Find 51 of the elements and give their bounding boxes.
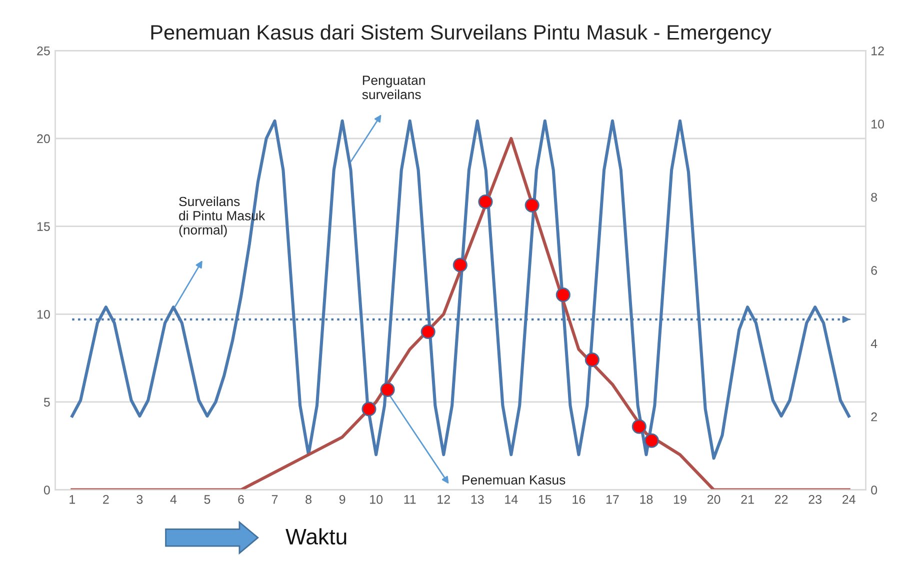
point <box>556 288 570 302</box>
annotation: Penguatan surveilans <box>362 76 425 100</box>
x-tick-label: 11 <box>404 495 416 504</box>
x-tick-label: 24 <box>842 495 856 504</box>
x-tick-label: 1 <box>70 495 76 504</box>
x-tick-label: 16 <box>572 495 586 504</box>
point <box>524 198 540 213</box>
x-tick-label: 2 <box>103 495 109 504</box>
y2-tick-label: 8 <box>871 192 878 202</box>
y2-tick-label: 6 <box>871 266 878 275</box>
x-tick-label: 7 <box>272 495 278 504</box>
x-tick-label: 17 <box>606 495 619 504</box>
point <box>632 419 646 434</box>
x-tick-label: 22 <box>774 495 788 504</box>
y2-tick-label: 4 <box>870 339 878 348</box>
x-tick-label: 5 <box>204 495 210 504</box>
y2-tick-label: 0 <box>871 486 878 494</box>
x-tick-label: 18 <box>640 495 653 504</box>
point <box>584 352 600 368</box>
x-tick-label: 6 <box>238 495 244 504</box>
x-tick-label: 15 <box>538 495 552 504</box>
x-tick-label: 23 <box>808 495 822 504</box>
y-tick-label: 0 <box>44 486 50 494</box>
x-tick-label: 13 <box>471 495 484 504</box>
y2-tick-label: 2 <box>871 412 877 422</box>
x-tick-label: 10 <box>370 495 383 504</box>
point <box>452 258 468 272</box>
x-tick-label: 14 <box>505 495 518 504</box>
point <box>420 324 436 340</box>
y-tick-label: 5 <box>44 398 50 407</box>
x-tick-label: 9 <box>339 495 346 504</box>
y-tick-label: 15 <box>37 222 50 231</box>
x-tick-label: 3 <box>136 495 143 504</box>
y-tick-label: 25 <box>37 46 50 56</box>
x-axis-title: Waktu <box>286 528 346 545</box>
chart-title: Penemuan Kasus dari Sistem Surveilans Pintu Masuk - Emergency <box>151 24 772 44</box>
x-tick-label: 21 <box>741 495 754 504</box>
point <box>478 194 493 210</box>
x-tick-label: 12 <box>438 495 450 504</box>
point <box>380 382 395 397</box>
x-tick-label: 8 <box>306 495 312 504</box>
point <box>644 433 659 448</box>
x-tick-label: 19 <box>674 495 686 504</box>
x-tick-label: 4 <box>170 495 177 504</box>
y2-tick-label: 12 <box>872 46 884 56</box>
y-tick-label: 20 <box>37 134 50 144</box>
x-tick-label: 20 <box>707 495 720 504</box>
y-tick-label: 10 <box>37 310 50 319</box>
y2-tick-label: 10 <box>872 120 884 129</box>
point <box>362 402 376 416</box>
annotation: Penemuan Kasus <box>462 475 566 485</box>
